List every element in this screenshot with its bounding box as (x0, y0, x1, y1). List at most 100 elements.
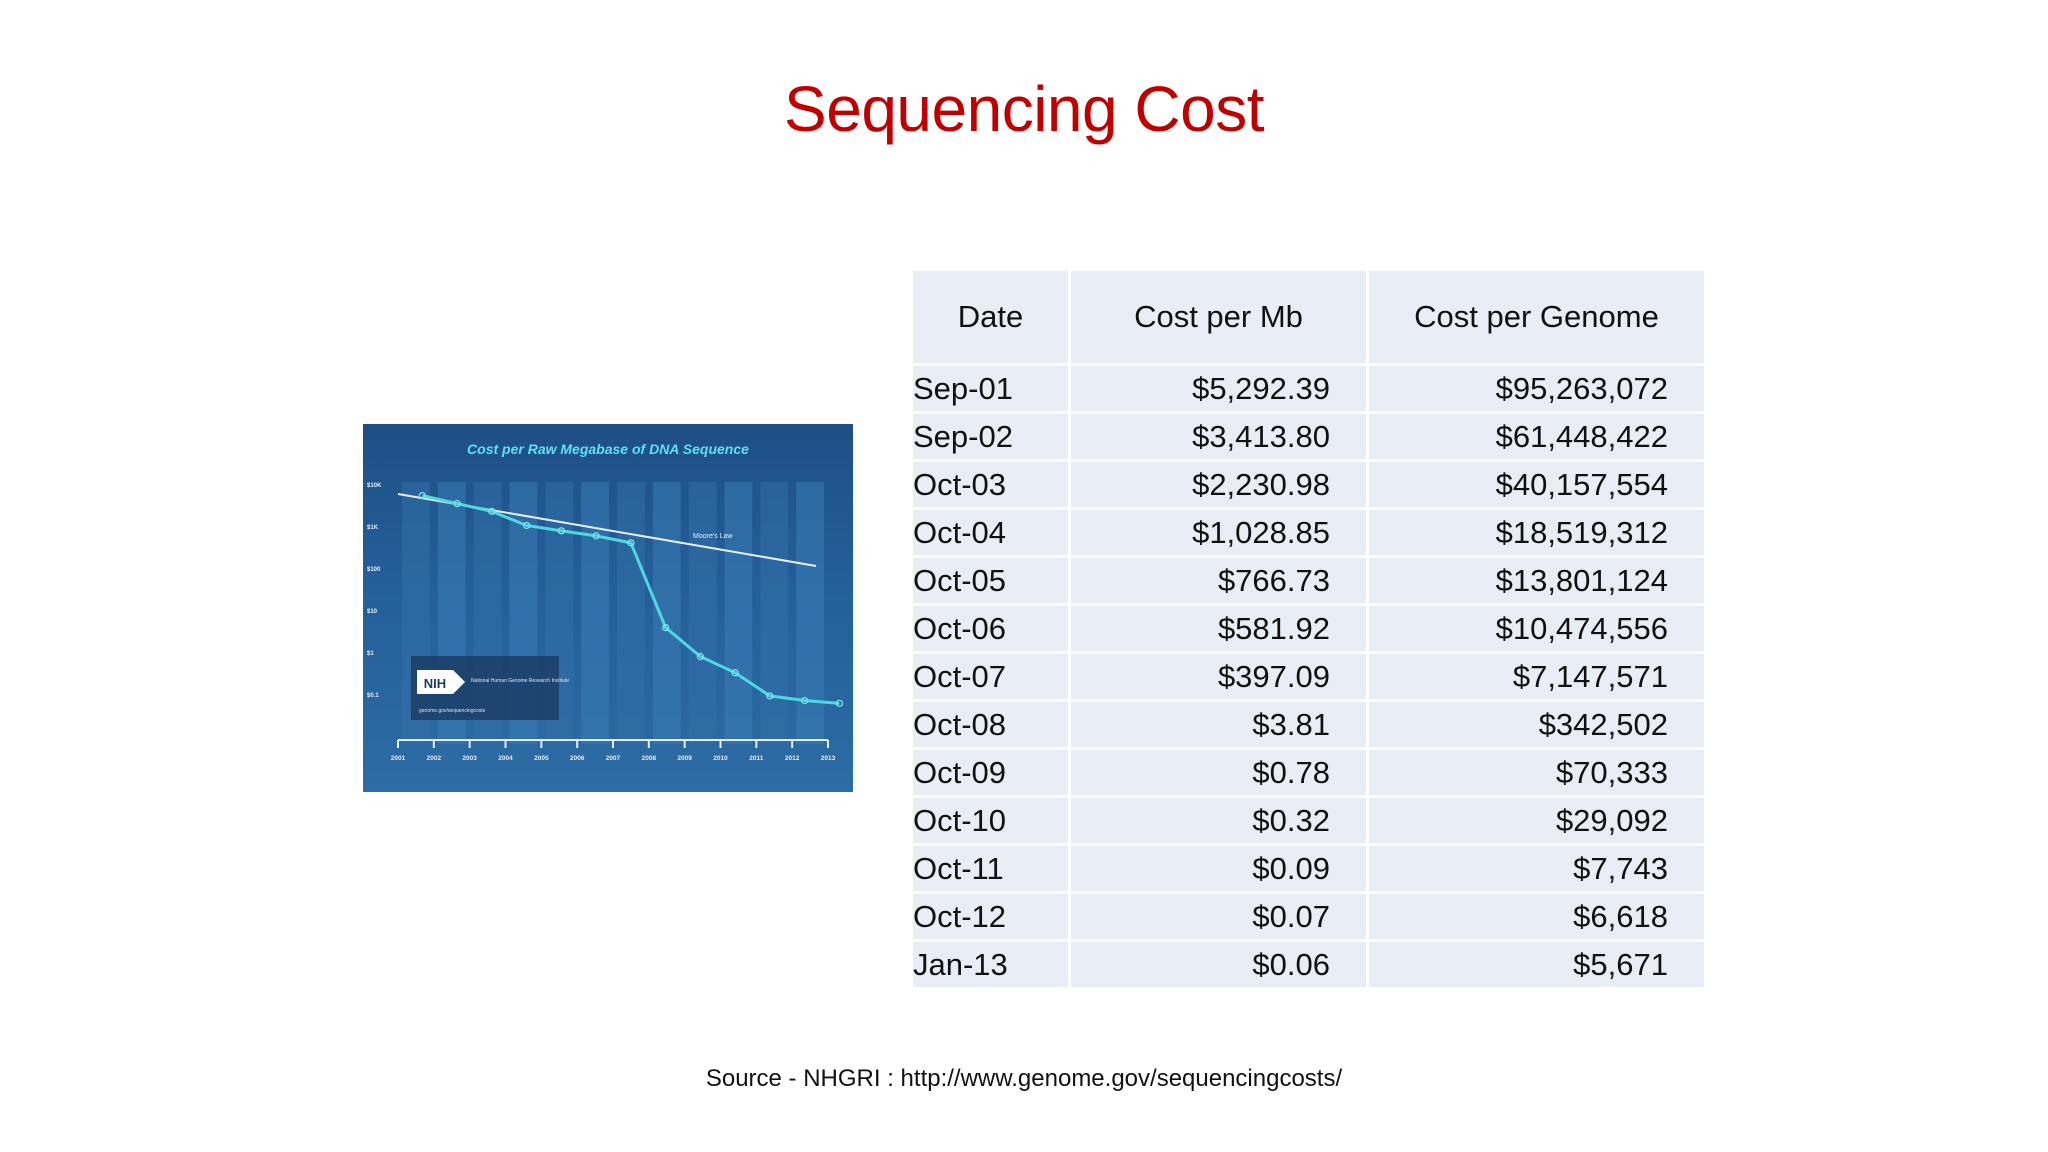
moores-law-label: Moore's Law (693, 533, 733, 540)
cell-cost-per-mb: $2,230.98 (1071, 462, 1369, 510)
table-row: Oct-12 $0.07 $6,618 (913, 894, 1704, 942)
chart-column-band (760, 482, 789, 744)
chart-y-tick-label: $0.1 (367, 693, 379, 699)
cost-point (488, 507, 496, 515)
chart-x-tick-label: 2003 (462, 755, 477, 762)
table-row: Oct-04 $1,028.85 $18,519,312 (913, 510, 1704, 558)
cell-cost-per-mb: $5,292.39 (1071, 366, 1369, 414)
slide-title: Sequencing Cost (784, 73, 1264, 145)
cell-cost-per-mb: $581.92 (1071, 606, 1369, 654)
cost-point (592, 532, 600, 540)
nih-logo-url: genome.gov/sequencingcosts (419, 708, 486, 714)
table-row: Jan-13 $0.06 $5,671 (913, 942, 1704, 990)
cell-cost-per-genome: $10,474,556 (1369, 606, 1704, 654)
table-row: Oct-09 $0.78 $70,333 (913, 750, 1704, 798)
chart-x-tick-label: 2011 (749, 755, 763, 762)
cell-date: Oct-06 (913, 606, 1071, 654)
chart-x-tick-label: 2009 (677, 755, 692, 762)
source-citation: Source - NHGRI : http://www.genome.gov/s… (705, 1065, 1343, 1092)
chart-x-tick-label: 2008 (642, 755, 657, 762)
table-row: Oct-06 $581.92 $10,474,556 (913, 606, 1704, 654)
cost-point (801, 696, 809, 705)
cell-cost-per-genome: $13,801,124 (1369, 558, 1704, 606)
cell-date: Oct-12 (913, 894, 1071, 942)
cell-cost-per-genome: $40,157,554 (1369, 462, 1704, 510)
cost-point (766, 692, 774, 700)
cell-cost-per-mb: $0.78 (1071, 750, 1369, 798)
chart-x-tick-label: 2005 (534, 755, 549, 762)
cost-curve (421, 494, 840, 705)
chart-column-band (724, 482, 753, 744)
cell-cost-per-genome: $70,333 (1369, 750, 1704, 798)
cell-date: Oct-09 (913, 750, 1071, 798)
cell-date: Sep-01 (913, 366, 1071, 414)
cost-chart-svg: Cost per Raw Megabase of DNA Sequence $1… (367, 441, 844, 762)
table-header-row: Date Cost per Mb Cost per Genome (913, 271, 1704, 366)
chart-figure-title: Cost per Raw Megabase of DNA Sequence (467, 441, 749, 457)
cell-cost-per-mb: $3.81 (1071, 702, 1369, 750)
chart-column-band (652, 482, 681, 744)
cell-date: Oct-07 (913, 654, 1071, 702)
chart-x-tick-label: 2010 (713, 755, 728, 762)
chart-x-tick-label: 2002 (427, 755, 442, 762)
chart-y-tick-label: $10 (367, 609, 378, 615)
cell-cost-per-genome: $7,743 (1369, 846, 1704, 894)
nih-logo-org: National Human Genome Research Institute (471, 678, 569, 684)
cost-point (696, 652, 704, 661)
cost-point (453, 500, 461, 508)
cost-point (835, 699, 844, 707)
cell-cost-per-mb: $0.32 (1071, 798, 1369, 846)
cell-date: Jan-13 (913, 942, 1071, 990)
cell-cost-per-mb: $0.09 (1071, 846, 1369, 894)
cost-point (662, 624, 670, 632)
chart-x-tick-label: 2007 (606, 755, 621, 762)
table-row: Sep-01 $5,292.39 $95,263,072 (913, 366, 1704, 414)
cost-point (731, 669, 739, 677)
chart-column-band (796, 482, 824, 744)
chart-x-tick-label: 2013 (821, 755, 836, 762)
nih-logo-text: NIH (424, 676, 446, 691)
cell-cost-per-mb: $0.07 (1071, 894, 1369, 942)
cell-cost-per-mb: $0.06 (1071, 942, 1369, 990)
chart-column-band (581, 482, 609, 744)
nih-logo: NIH National Human Genome Research Insti… (411, 656, 569, 720)
cell-cost-per-genome: $95,263,072 (1369, 366, 1704, 414)
cell-date: Oct-05 (913, 558, 1071, 606)
cell-date: Oct-10 (913, 798, 1071, 846)
cell-date: Oct-03 (913, 462, 1071, 510)
table-row: Sep-02 $3,413.80 $61,448,422 (913, 414, 1704, 462)
cell-cost-per-genome: $342,502 (1369, 702, 1704, 750)
chart-y-tick-label: $1 (367, 651, 374, 657)
chart-column-band (688, 482, 717, 744)
chart-y-tick-label: $100 (367, 567, 381, 573)
header-cost-per-mb: Cost per Mb (1071, 271, 1369, 366)
cost-point (557, 527, 565, 535)
chart-x-tick-label: 2006 (570, 755, 585, 762)
table-row: Oct-08 $3.81 $342,502 (913, 702, 1704, 750)
chart-column-band (617, 482, 645, 744)
cell-cost-per-genome: $5,671 (1369, 942, 1704, 990)
cell-cost-per-genome: $7,147,571 (1369, 654, 1704, 702)
header-date: Date (913, 271, 1071, 366)
cost-chart-image: Cost per Raw Megabase of DNA Sequence $1… (363, 424, 853, 792)
cell-date: Oct-11 (913, 846, 1071, 894)
cell-date: Sep-02 (913, 414, 1071, 462)
cell-cost-per-genome: $61,448,422 (1369, 414, 1704, 462)
cell-cost-per-mb: $3,413.80 (1071, 414, 1369, 462)
chart-x-tick-label: 2004 (498, 755, 513, 762)
cell-cost-per-mb: $766.73 (1071, 558, 1369, 606)
chart-y-tick-label: $1K (367, 525, 379, 531)
chart-x-tick-label: 2001 (391, 755, 406, 762)
sequencing-cost-table: Date Cost per Mb Cost per Genome Sep-01 $… (913, 271, 1704, 990)
table-row: Oct-05 $766.73 $13,801,124 (913, 558, 1704, 606)
table-row: Oct-03 $2,230.98 $40,157,554 (913, 462, 1704, 510)
cell-cost-per-genome: $29,092 (1369, 798, 1704, 846)
table-row: Oct-10 $0.32 $29,092 (913, 798, 1704, 846)
table-row: Oct-07 $397.09 $7,147,571 (913, 654, 1704, 702)
chart-y-tick-label: $10K (367, 483, 382, 489)
cell-cost-per-genome: $18,519,312 (1369, 510, 1704, 558)
cost-point (418, 492, 426, 500)
chart-x-tick-label: 2012 (785, 755, 800, 762)
cost-point (627, 539, 635, 547)
cell-date: Oct-04 (913, 510, 1071, 558)
